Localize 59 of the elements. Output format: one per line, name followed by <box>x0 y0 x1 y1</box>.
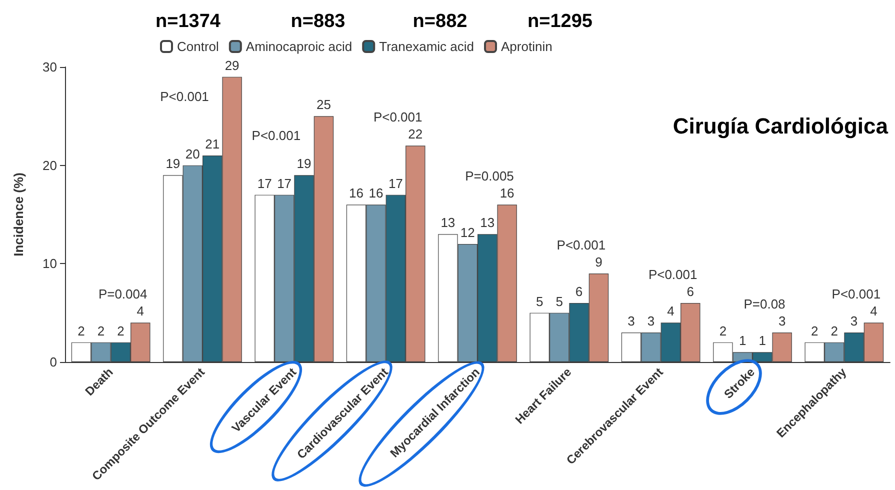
legend-label: Aminocaproic acid <box>246 39 352 54</box>
data-label: 21 <box>205 136 220 152</box>
legend-label: Control <box>177 39 220 54</box>
data-label: 2 <box>117 323 124 338</box>
data-label: 3 <box>628 314 635 328</box>
annotation: P<0.001 <box>373 110 422 125</box>
data-label: 3 <box>778 314 786 328</box>
data-label: 25 <box>316 97 331 112</box>
data-label: 2 <box>810 323 818 338</box>
y-tick-label: 0 <box>50 354 57 370</box>
data-label: 16 <box>349 186 364 201</box>
data-label: 2 <box>97 323 105 338</box>
data-label: 17 <box>388 176 403 191</box>
annotation: P<0.001 <box>252 128 301 144</box>
text: n=1374 <box>156 11 221 32</box>
data-label: 2 <box>830 323 838 338</box>
data-label: 4 <box>136 304 144 319</box>
data-label: 2 <box>719 323 727 338</box>
annotation: P<0.001 <box>832 286 881 302</box>
data-label: 19 <box>296 156 312 172</box>
data-label: 5 <box>536 294 544 309</box>
y-tick-label: 30 <box>42 60 57 74</box>
data-label: 3 <box>850 314 858 328</box>
data-label: 9 <box>595 254 602 270</box>
data-label: 13 <box>440 215 456 230</box>
data-label: 20 <box>185 146 200 162</box>
annotation: P=0.08 <box>744 296 786 312</box>
data-label: 22 <box>408 126 423 142</box>
data-label: 17 <box>257 176 272 191</box>
data-label: 16 <box>368 186 384 201</box>
text: n=883 <box>290 11 346 32</box>
text: Cirugía Cardiológica <box>672 114 889 138</box>
data-label: 16 <box>500 186 514 201</box>
data-label: 29 <box>224 58 240 73</box>
data-label: 19 <box>166 156 180 172</box>
annotation: P<0.001 <box>556 238 606 252</box>
data-label: 1 <box>758 333 766 348</box>
y-tick-label: 10 <box>42 256 57 272</box>
annotation: P<0.001 <box>648 267 698 282</box>
annotation: P<0.001 <box>160 88 209 104</box>
text: n=1295 <box>528 11 593 32</box>
data-label: 13 <box>480 215 495 230</box>
data-label: 2 <box>78 323 85 338</box>
legend-label: Tranexamic acid <box>379 39 474 54</box>
data-label: 6 <box>686 284 694 299</box>
text: n=882 <box>412 11 468 32</box>
data-label: 6 <box>575 284 583 299</box>
data-label: 12 <box>460 225 475 240</box>
data-label: 5 <box>556 294 563 309</box>
data-label: 17 <box>277 176 292 191</box>
annotation: P=0.005 <box>465 168 514 184</box>
legend-label: Aprotinin <box>501 39 552 54</box>
data-label: 3 <box>647 314 655 328</box>
data-label: 4 <box>667 304 674 319</box>
annotation: P=0.004 <box>98 286 148 302</box>
data-label: 4 <box>870 304 878 319</box>
y-tick-label: 20 <box>42 158 57 173</box>
data-label: 1 <box>739 333 746 348</box>
y-axis-title: Incidence (%) <box>11 172 26 256</box>
